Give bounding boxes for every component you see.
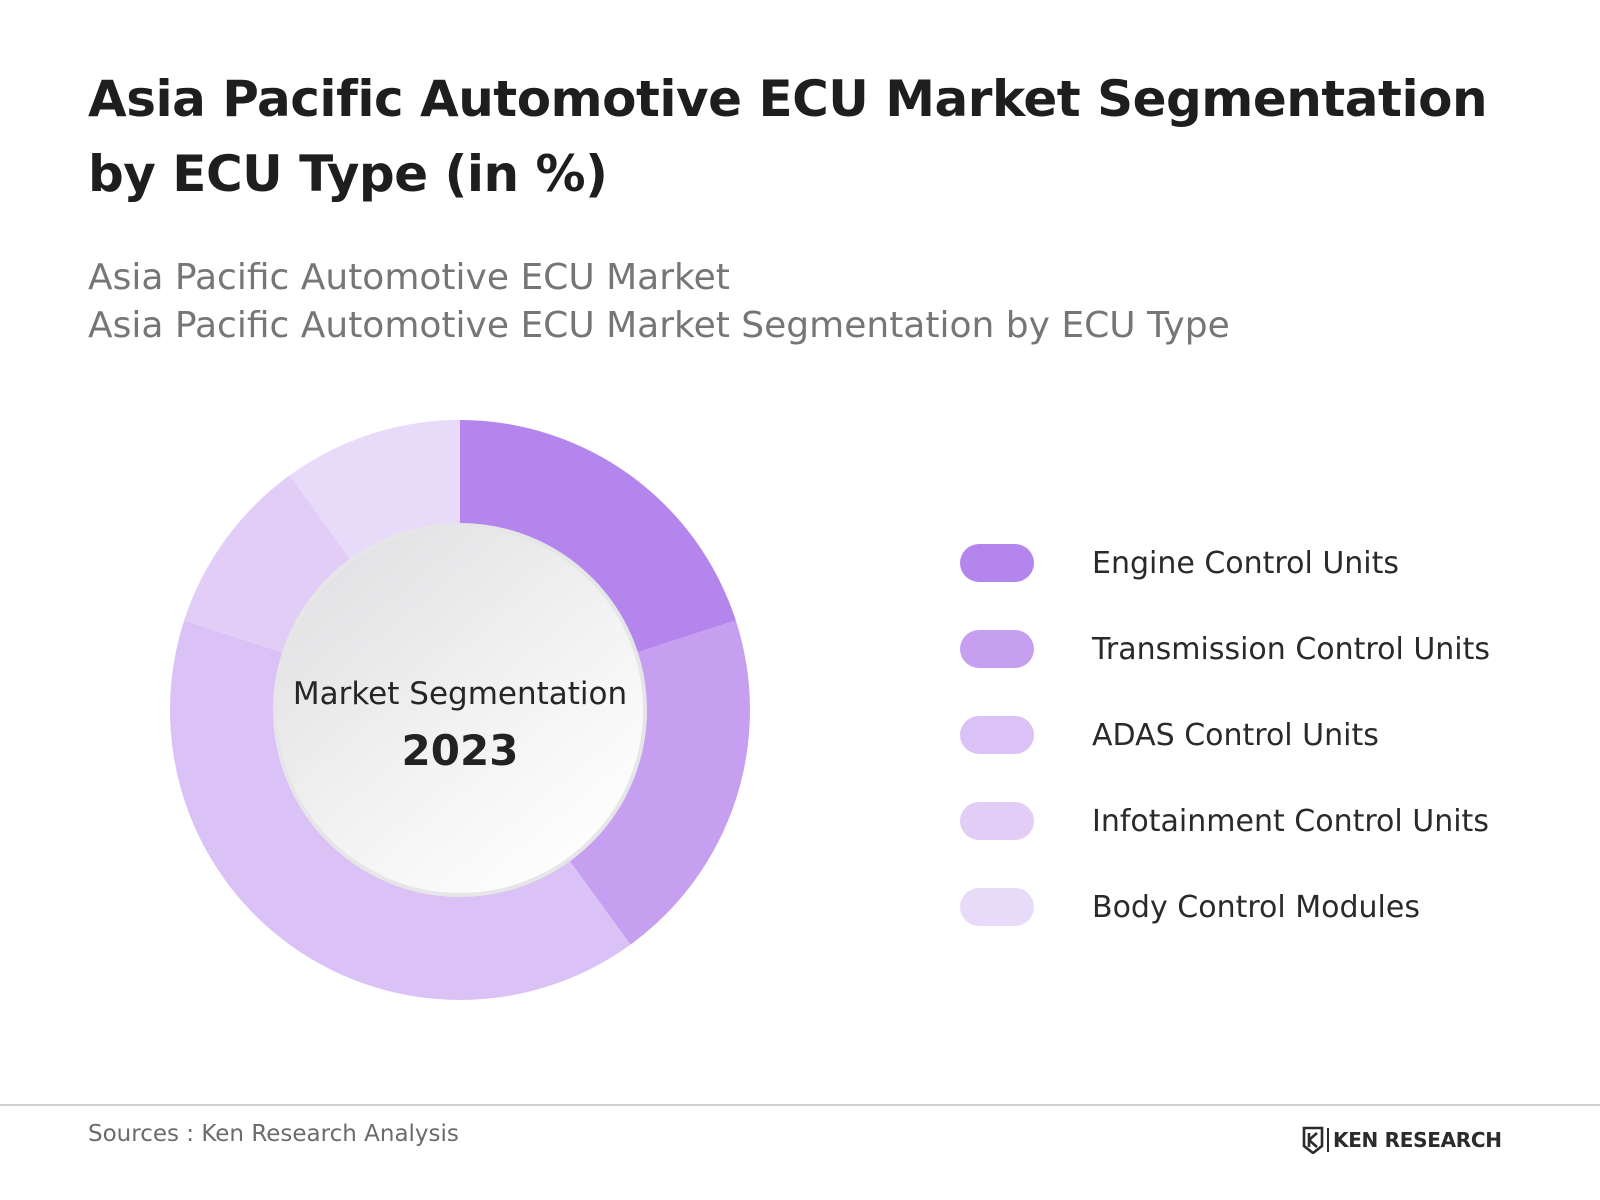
- legend-swatch: [960, 544, 1034, 582]
- source-note: Sources : Ken Research Analysis: [88, 1121, 459, 1147]
- legend-swatch: [960, 630, 1034, 668]
- donut-chart: Market Segmentation 2023: [169, 420, 751, 1000]
- legend-label: ADAS Control Units: [1092, 717, 1379, 753]
- ken-research-logo-icon: [1302, 1126, 1324, 1154]
- brand-separator: [1327, 1128, 1329, 1152]
- donut-center-label: Market Segmentation: [293, 676, 627, 712]
- chart-title: Asia Pacific Automotive ECU Market Segme…: [88, 70, 1488, 203]
- legend-item: Transmission Control Units: [960, 606, 1580, 692]
- legend-swatch: [960, 888, 1034, 926]
- legend-item: ADAS Control Units: [960, 692, 1580, 778]
- legend-swatch: [960, 716, 1034, 754]
- legend-item: Engine Control Units: [960, 520, 1580, 606]
- footer-divider: [0, 1104, 1600, 1106]
- legend-label: Body Control Modules: [1092, 889, 1420, 925]
- chart-subtitle: Asia Pacific Automotive ECU Market Asia …: [88, 254, 1230, 350]
- brand-logo: KEN RESEARCH: [1302, 1125, 1502, 1155]
- legend-label: Transmission Control Units: [1092, 631, 1491, 667]
- donut-center-disc: [273, 523, 647, 897]
- subtitle-line-2: Asia Pacific Automotive ECU Market Segme…: [88, 305, 1230, 346]
- subtitle-line-1: Asia Pacific Automotive ECU Market: [88, 257, 730, 298]
- legend-label: Infotainment Control Units: [1092, 803, 1489, 839]
- brand-name: KEN RESEARCH: [1333, 1128, 1502, 1152]
- legend-label: Engine Control Units: [1092, 545, 1400, 581]
- legend-item: Infotainment Control Units: [960, 778, 1580, 864]
- chart-legend: Engine Control Units Transmission Control…: [960, 520, 1580, 950]
- donut-center-year: 2023: [402, 726, 519, 775]
- legend-item: Body Control Modules: [960, 864, 1580, 950]
- legend-swatch: [960, 802, 1034, 840]
